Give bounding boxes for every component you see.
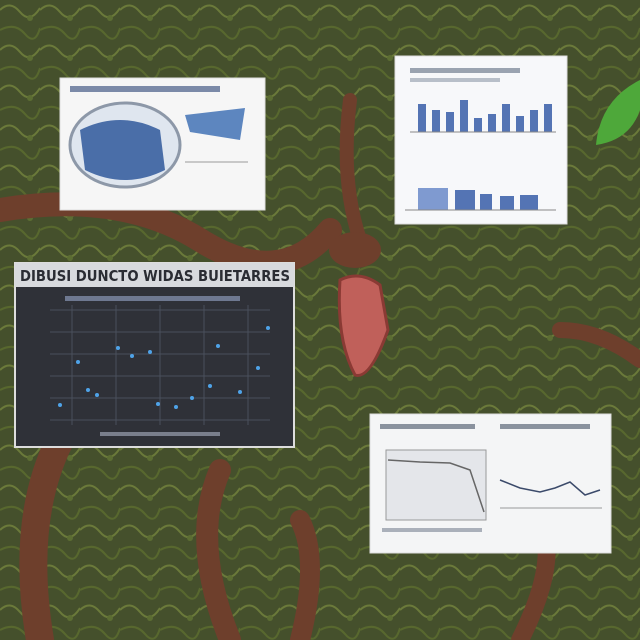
bars-panel	[394, 55, 568, 225]
scatter-panel: DIBUSI DUNCTO WIDAS BUIETARRES	[14, 262, 295, 448]
flower	[337, 274, 390, 377]
lines-panel	[369, 413, 612, 554]
panel-heading: DIBUSI DUNCTO WIDAS BUIETARRES	[20, 267, 290, 285]
globe-panel	[59, 77, 266, 211]
bud	[329, 232, 381, 268]
leaf	[596, 80, 640, 145]
